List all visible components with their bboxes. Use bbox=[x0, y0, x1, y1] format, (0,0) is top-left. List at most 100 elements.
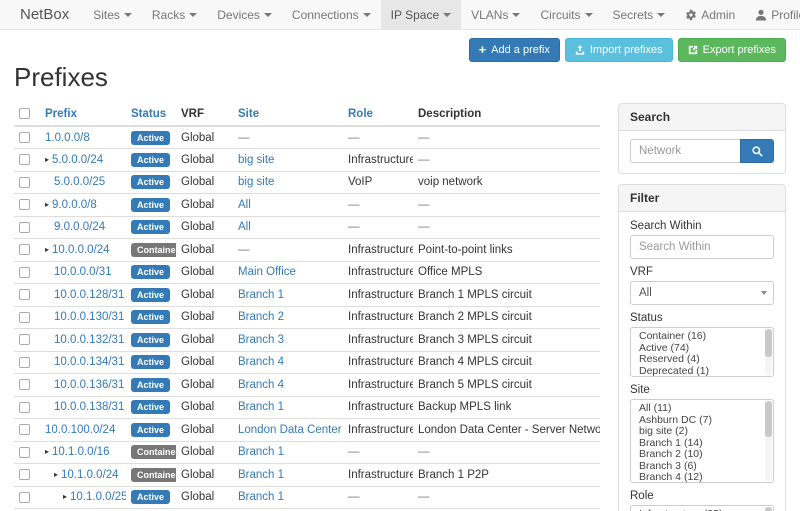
site-link[interactable]: Branch 1 bbox=[238, 468, 285, 481]
import-prefixes-button[interactable]: Import prefixes bbox=[564, 38, 673, 62]
role-listbox[interactable]: Infrastructure (25)Management (8)Private… bbox=[630, 505, 774, 511]
column-header-role[interactable]: Role bbox=[343, 103, 413, 127]
add-prefix-button[interactable]: + Add a prefix bbox=[468, 38, 560, 62]
prefix-link[interactable]: 5.0.0.0/24 bbox=[52, 153, 104, 166]
row-checkbox[interactable] bbox=[19, 491, 30, 503]
status-badge[interactable]: Active bbox=[131, 152, 171, 167]
nav-item-ip-space[interactable]: IP Space bbox=[380, 0, 462, 29]
vrf-select[interactable]: All bbox=[630, 281, 774, 305]
listbox-option[interactable]: Branch 3 (6) bbox=[639, 460, 697, 472]
row-checkbox[interactable] bbox=[19, 131, 30, 143]
search-button[interactable] bbox=[740, 139, 774, 163]
status-badge[interactable]: Active bbox=[131, 197, 171, 212]
status-scrollbar-thumb[interactable] bbox=[765, 329, 772, 357]
prefix-link[interactable]: 10.0.0.136/31 bbox=[54, 378, 125, 391]
site-link[interactable]: Branch 2 bbox=[238, 311, 285, 324]
status-badge[interactable]: Active bbox=[131, 355, 171, 370]
netbox-brand[interactable]: NetBox bbox=[20, 6, 70, 23]
listbox-option[interactable]: Infrastructure (25) bbox=[631, 509, 773, 511]
prefix-link[interactable]: 10.0.100.0/24 bbox=[45, 423, 116, 436]
site-link[interactable]: All bbox=[238, 198, 251, 211]
status-badge[interactable]: Active bbox=[131, 422, 171, 437]
site-link[interactable]: Branch 4 bbox=[238, 378, 285, 391]
row-checkbox[interactable] bbox=[19, 244, 30, 256]
column-header-site[interactable]: Site bbox=[233, 103, 343, 127]
row-checkbox[interactable] bbox=[19, 176, 30, 188]
status-badge[interactable]: Active bbox=[131, 377, 171, 392]
nav-item-vlans[interactable]: VLANs bbox=[461, 0, 530, 29]
prefix-link[interactable]: 10.1.0.0/16 bbox=[52, 446, 110, 459]
row-checkbox[interactable] bbox=[19, 469, 30, 481]
site-link[interactable]: Branch 1 bbox=[238, 491, 285, 504]
nav-item-racks[interactable]: Racks bbox=[142, 0, 207, 29]
row-checkbox[interactable] bbox=[19, 334, 30, 346]
prefix-link[interactable]: 1.0.0.0/8 bbox=[45, 131, 90, 144]
expand-arrow-icon[interactable]: ▸ bbox=[63, 492, 68, 502]
admin-link[interactable]: Admin bbox=[675, 0, 745, 29]
role-scrollbar-thumb[interactable] bbox=[765, 507, 772, 511]
site-link[interactable]: Main Office bbox=[238, 266, 296, 279]
prefix-link[interactable]: 10.0.0.0/24 bbox=[52, 243, 110, 256]
site-link[interactable]: Branch 3 bbox=[238, 333, 285, 346]
listbox-option[interactable]: Reserved (4) bbox=[639, 354, 700, 365]
profile-link[interactable]: Profile bbox=[745, 0, 800, 29]
status-badge[interactable]: Active bbox=[131, 265, 171, 280]
status-badge[interactable]: Active bbox=[131, 130, 171, 145]
site-listbox[interactable]: All (11) Ashburn DC (7) big site (2) Branch… bbox=[630, 399, 774, 483]
search-within-input[interactable] bbox=[630, 235, 774, 259]
site-scrollbar-thumb[interactable] bbox=[765, 401, 772, 437]
select-all-checkbox[interactable] bbox=[19, 108, 30, 120]
expand-arrow-icon[interactable]: ▸ bbox=[45, 154, 50, 164]
site-link[interactable]: Branch 1 bbox=[238, 288, 285, 301]
status-badge[interactable]: Container bbox=[131, 445, 176, 460]
prefix-link[interactable]: 10.0.0.134/31 bbox=[54, 356, 125, 369]
row-checkbox[interactable] bbox=[19, 311, 30, 323]
site-link[interactable]: Branch 1 bbox=[238, 401, 285, 414]
column-header-prefix[interactable]: Prefix bbox=[40, 103, 126, 127]
nav-item-sites[interactable]: Sites bbox=[83, 0, 142, 29]
row-checkbox[interactable] bbox=[19, 289, 30, 301]
row-checkbox[interactable] bbox=[19, 199, 30, 211]
site-link[interactable]: All bbox=[238, 221, 251, 234]
status-badge[interactable]: Active bbox=[131, 287, 171, 302]
prefix-link[interactable]: 10.0.0.128/31 bbox=[54, 288, 125, 301]
site-link[interactable]: Branch 1 bbox=[238, 446, 285, 459]
status-badge[interactable]: Container bbox=[131, 242, 176, 257]
prefix-link[interactable]: 5.0.0.0/25 bbox=[54, 176, 106, 189]
nav-item-devices[interactable]: Devices bbox=[207, 0, 282, 29]
row-checkbox[interactable] bbox=[19, 424, 30, 436]
row-checkbox[interactable] bbox=[19, 266, 30, 278]
nav-item-connections[interactable]: Connections bbox=[282, 0, 381, 29]
status-badge[interactable]: Active bbox=[131, 332, 171, 347]
status-badge[interactable]: Container bbox=[131, 467, 176, 482]
prefix-link[interactable]: 10.1.0.0/25 bbox=[70, 491, 126, 504]
status-badge[interactable]: Active bbox=[131, 490, 171, 505]
column-header-status[interactable]: Status bbox=[126, 103, 176, 127]
row-checkbox[interactable] bbox=[19, 356, 30, 368]
row-checkbox[interactable] bbox=[19, 379, 30, 391]
expand-arrow-icon[interactable]: ▸ bbox=[45, 447, 50, 457]
site-link[interactable]: big site bbox=[238, 176, 275, 189]
listbox-option[interactable]: big site (2) bbox=[639, 426, 689, 437]
row-checkbox[interactable] bbox=[19, 154, 30, 166]
site-link[interactable]: Branch 4 bbox=[238, 356, 285, 369]
prefix-link[interactable]: 10.0.0.130/31 bbox=[54, 311, 125, 324]
site-link[interactable]: big site bbox=[238, 153, 275, 166]
search-input[interactable] bbox=[630, 139, 740, 163]
nav-item-circuits[interactable]: Circuits bbox=[530, 0, 602, 29]
prefix-link[interactable]: 9.0.0.0/8 bbox=[52, 198, 97, 211]
prefix-link[interactable]: 9.0.0.0/24 bbox=[54, 221, 106, 234]
site-link[interactable]: London Data Center bbox=[238, 423, 342, 436]
prefix-link[interactable]: 10.0.0.0/31 bbox=[54, 266, 112, 279]
nav-item-secrets[interactable]: Secrets bbox=[603, 0, 676, 29]
prefix-link[interactable]: 10.1.0.0/24 bbox=[61, 468, 119, 481]
row-checkbox[interactable] bbox=[19, 401, 30, 413]
listbox-option[interactable]: Branch 1 (14) bbox=[639, 437, 703, 449]
listbox-option[interactable]: Active (74) bbox=[639, 342, 690, 354]
listbox-option[interactable]: Deprecated (1) bbox=[639, 365, 710, 377]
expand-arrow-icon[interactable]: ▸ bbox=[45, 199, 50, 209]
status-badge[interactable]: Active bbox=[131, 220, 171, 235]
listbox-option[interactable]: All (11) bbox=[639, 403, 672, 414]
listbox-option[interactable]: Ashburn DC (7) bbox=[639, 414, 712, 426]
export-prefixes-button[interactable]: Export prefixes bbox=[677, 38, 786, 62]
